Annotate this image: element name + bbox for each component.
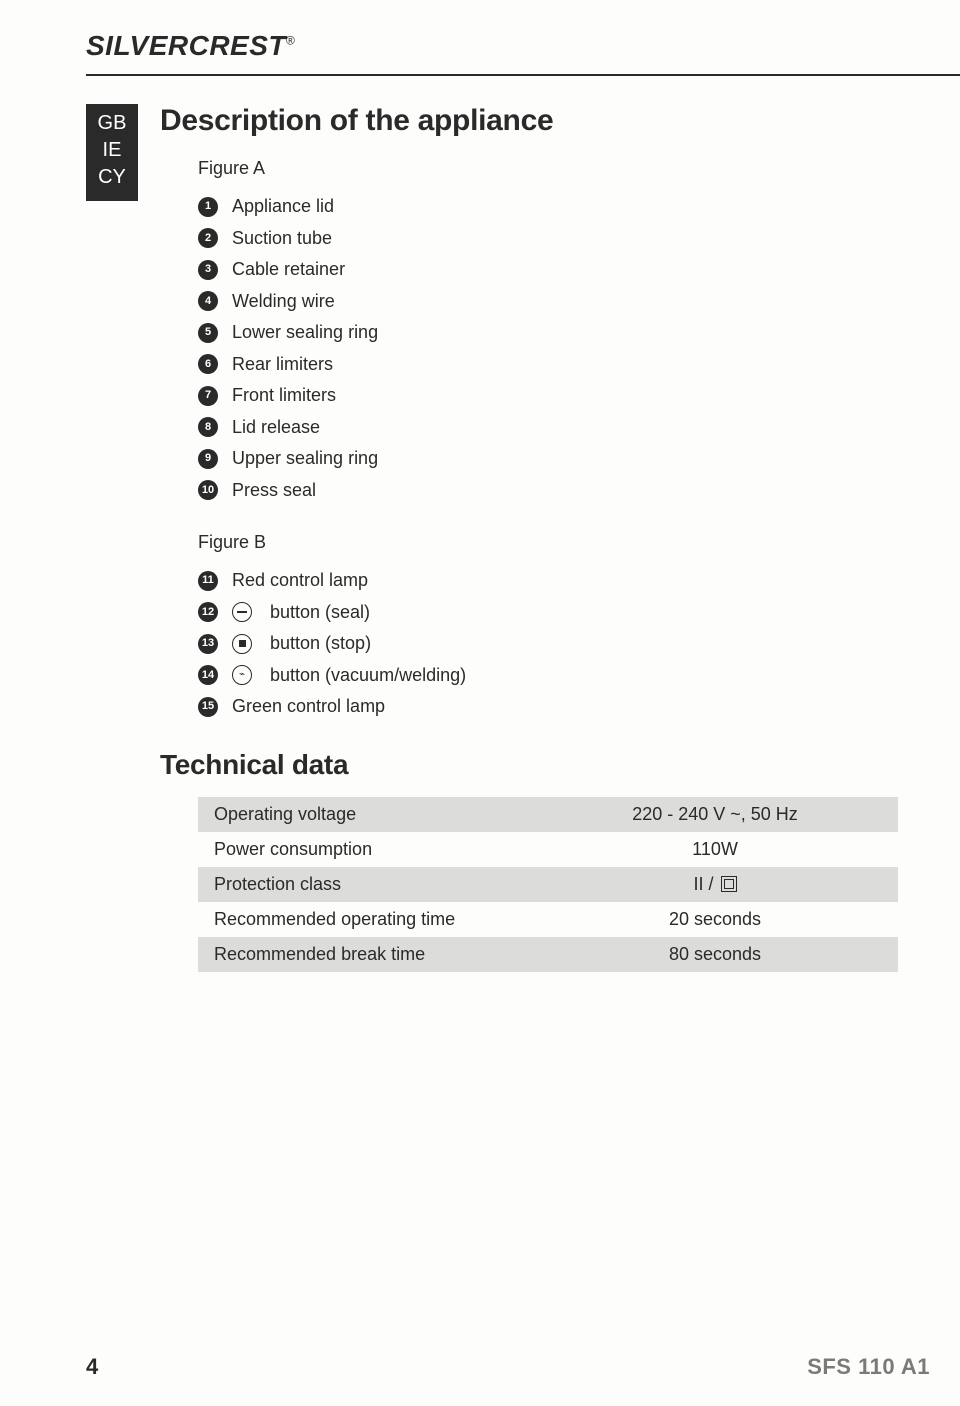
list-item: 1 Appliance lid bbox=[198, 191, 900, 223]
list-item-label: Lower sealing ring bbox=[232, 317, 378, 349]
list-item: 9 Upper sealing ring bbox=[198, 443, 900, 475]
brand-part2: CREST bbox=[189, 30, 286, 61]
list-item: 2 Suction tube bbox=[198, 223, 900, 255]
list-item-label: button (seal) bbox=[270, 597, 370, 629]
number-bullet-icon: 11 bbox=[198, 571, 218, 591]
number-bullet-icon: 2 bbox=[198, 228, 218, 248]
lang-gb: GB bbox=[86, 110, 138, 137]
list-item-label: Green control lamp bbox=[232, 691, 385, 723]
class2-icon bbox=[721, 876, 737, 892]
list-item-label: Appliance lid bbox=[232, 191, 334, 223]
brand-part1: SILVER bbox=[86, 30, 189, 61]
list-item: 15 Green control lamp bbox=[198, 691, 900, 723]
page-footer: 4 SFS 110 A1 bbox=[86, 1354, 930, 1380]
list-item-label: Press seal bbox=[232, 475, 316, 507]
table-label: Operating voltage bbox=[214, 804, 548, 825]
lang-cy: CY bbox=[86, 164, 138, 191]
list-item: 7 Front limiters bbox=[198, 380, 900, 412]
list-item: 14 ⌁ button (vacuum/welding) bbox=[198, 660, 900, 692]
list-item-label: Cable retainer bbox=[232, 254, 345, 286]
number-bullet-icon: 1 bbox=[198, 197, 218, 217]
model-number: SFS 110 A1 bbox=[807, 1354, 930, 1380]
number-bullet-icon: 12 bbox=[198, 602, 218, 622]
table-row: Recommended break time80 seconds bbox=[198, 937, 898, 972]
list-item-label: button (vacuum/welding) bbox=[270, 660, 466, 692]
table-row: Recommended operating time20 seconds bbox=[198, 902, 898, 937]
vacuum-button-icon: ⌁ bbox=[232, 665, 252, 685]
list-item: 6 Rear limiters bbox=[198, 349, 900, 381]
list-item: 12 button (seal) bbox=[198, 597, 900, 629]
table-value: 110W bbox=[548, 839, 882, 860]
figure-a-list: 1 Appliance lid 2 Suction tube 3 Cable retain… bbox=[198, 191, 900, 506]
table-label: Protection class bbox=[214, 874, 548, 895]
number-bullet-icon: 4 bbox=[198, 291, 218, 311]
section-title-description: Description of the appliance bbox=[160, 104, 900, 138]
table-label: Recommended break time bbox=[214, 944, 548, 965]
list-item-label: Upper sealing ring bbox=[232, 443, 378, 475]
table-row: Protection classII / bbox=[198, 867, 898, 902]
list-item: 4 Welding wire bbox=[198, 286, 900, 318]
number-bullet-icon: 5 bbox=[198, 323, 218, 343]
table-label: Recommended operating time bbox=[214, 909, 548, 930]
table-label: Power consumption bbox=[214, 839, 548, 860]
number-bullet-icon: 6 bbox=[198, 354, 218, 374]
figure-b-list: 11 Red control lamp 12 button (seal) 13 butto… bbox=[198, 565, 900, 723]
list-item: 13 button (stop) bbox=[198, 628, 900, 660]
brand-logo: SILVERCREST® bbox=[86, 30, 295, 61]
brand-registered: ® bbox=[286, 34, 295, 48]
list-item-label: button (stop) bbox=[270, 628, 371, 660]
seal-button-icon bbox=[232, 602, 252, 622]
figure-b-label: Figure B bbox=[198, 532, 900, 553]
stop-button-icon bbox=[232, 634, 252, 654]
list-item-label: Rear limiters bbox=[232, 349, 333, 381]
content: GB IE CY Description of the appliance Fi… bbox=[0, 76, 960, 972]
list-item: 11 Red control lamp bbox=[198, 565, 900, 597]
main-column: Description of the appliance Figure A 1A… bbox=[160, 104, 960, 972]
table-row: Power consumption110W bbox=[198, 832, 898, 867]
number-bullet-icon: 14 bbox=[198, 665, 218, 685]
language-sidebar: GB IE CY bbox=[86, 104, 138, 201]
list-item: 5 Lower sealing ring bbox=[198, 317, 900, 349]
list-item: 3 Cable retainer bbox=[198, 254, 900, 286]
list-item-label: Front limiters bbox=[232, 380, 336, 412]
list-item-label: Lid release bbox=[232, 412, 320, 444]
lang-ie: IE bbox=[86, 137, 138, 164]
list-item-label: Red control lamp bbox=[232, 565, 368, 597]
figure-a-label: Figure A bbox=[198, 158, 900, 179]
table-value: 220 - 240 V ~, 50 Hz bbox=[548, 804, 882, 825]
section-title-technical: Technical data bbox=[160, 749, 900, 781]
list-item-label: Suction tube bbox=[232, 223, 332, 255]
table-row: Operating voltage220 - 240 V ~, 50 Hz bbox=[198, 797, 898, 832]
number-bullet-icon: 7 bbox=[198, 386, 218, 406]
list-item-label: Welding wire bbox=[232, 286, 335, 318]
list-item: 8 Lid release bbox=[198, 412, 900, 444]
page-number: 4 bbox=[86, 1354, 98, 1380]
technical-data-table: Operating voltage220 - 240 V ~, 50 HzPow… bbox=[198, 797, 898, 972]
number-bullet-icon: 13 bbox=[198, 634, 218, 654]
page-header: SILVERCREST® bbox=[0, 0, 960, 70]
table-value: II / bbox=[548, 874, 882, 895]
number-bullet-icon: 8 bbox=[198, 417, 218, 437]
table-value: 20 seconds bbox=[548, 909, 882, 930]
number-bullet-icon: 3 bbox=[198, 260, 218, 280]
number-bullet-icon: 15 bbox=[198, 697, 218, 717]
list-item: 10 Press seal bbox=[198, 475, 900, 507]
number-bullet-icon: 9 bbox=[198, 449, 218, 469]
table-value: 80 seconds bbox=[548, 944, 882, 965]
number-bullet-icon: 10 bbox=[198, 480, 218, 500]
